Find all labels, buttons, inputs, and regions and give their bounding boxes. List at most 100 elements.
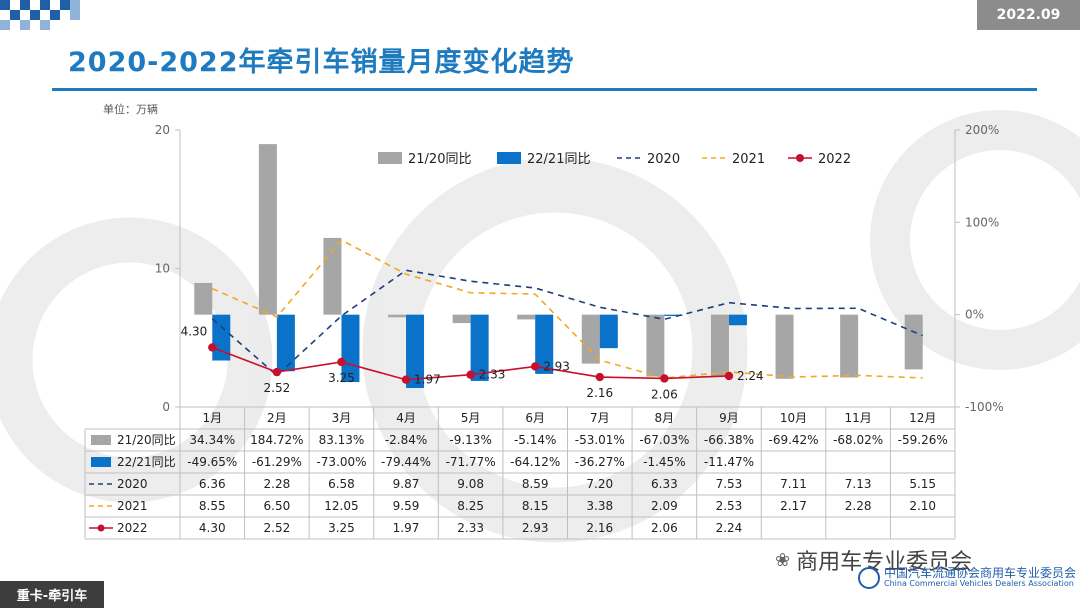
legend-label-2021: 2021: [732, 152, 765, 167]
table-cell-value: 7.13: [845, 477, 872, 491]
table-cell-value: 3.38: [586, 499, 613, 513]
bar-yoy-2120: [840, 314, 859, 378]
table-month-label: 11月: [844, 411, 871, 425]
bar-yoy-2120: [323, 237, 342, 315]
date-badge: 2022.09: [977, 0, 1080, 30]
marker-2022: [337, 357, 346, 367]
data-label-2022: 2.33: [479, 368, 506, 382]
table-cell-value: 2.24: [716, 521, 743, 535]
table-series-label: 2021: [117, 499, 148, 513]
table-cell-value: 2.10: [909, 499, 936, 513]
table-cell-value: -79.44%: [381, 455, 431, 469]
table-cell-value: 2.06: [651, 521, 678, 535]
data-label-2022: 2.16: [586, 386, 613, 400]
table-cell-value: -36.27%: [575, 455, 625, 469]
table-month-label: 9月: [719, 411, 739, 425]
sales-trend-chart: 4.30 2.52 3.25 1.97 2.33 2.93 2.16 2.06 2.24 0 10…: [0, 110, 1080, 543]
marker-2022: [466, 370, 475, 379]
table-cell-value: -71.77%: [446, 455, 496, 469]
table-cell-value: 4.30: [199, 521, 226, 535]
line-2020: [211, 269, 924, 377]
line-2021: [211, 239, 923, 379]
data-label-2022: 4.30: [181, 324, 208, 338]
table-month-label: 1月: [202, 411, 222, 425]
wechat-account-name: 商用车专业委员会: [796, 550, 973, 575]
table-cell-value: -66.38%: [704, 433, 754, 447]
table-cell-value: -59.26%: [898, 433, 948, 447]
table-cell-value: 2.52: [264, 521, 291, 535]
table-cell-value: 2.53: [716, 499, 743, 513]
left-tick-label: 0: [162, 400, 170, 414]
table-cell-value: 6.33: [651, 477, 678, 491]
table-cell-value: 2.09: [651, 499, 678, 513]
table-cell-value: 9.08: [457, 477, 484, 491]
table-cell-value: 12.05: [324, 499, 358, 513]
corner-checker-decoration: [0, 0, 80, 30]
table-cell-value: -61.29%: [252, 455, 302, 469]
table-cell-value: -49.65%: [187, 455, 237, 469]
data-label-2022: 1.97: [414, 373, 441, 387]
table-cell-value: 2.93: [522, 521, 549, 535]
table-cell-value: -1.45%: [643, 455, 685, 469]
table-month-label: 3月: [332, 411, 352, 425]
data-label-2022: 2.06: [651, 387, 678, 401]
table-cell-value: 9.59: [393, 499, 420, 513]
table-cell-value: 2.33: [457, 521, 484, 535]
table-month-label: 4月: [396, 411, 416, 425]
right-tick-label: 0%: [965, 308, 984, 322]
table-cell-value: 3.25: [328, 521, 355, 535]
table-cell-value: -9.13%: [449, 433, 491, 447]
marker-2022: [208, 343, 217, 352]
bar-yoy-2221: [406, 314, 425, 389]
bar-yoy-2120: [452, 314, 471, 324]
table-month-label: 5月: [461, 411, 481, 425]
table-cell-value: 2.17: [780, 499, 807, 513]
marker-2022: [531, 362, 540, 371]
legend-label-yoy-2221: 22/21同比: [527, 152, 590, 167]
association-name-en: China Commercial Vehicles Dealers Associ…: [884, 579, 1074, 589]
table-series-label: 2020: [117, 477, 148, 491]
marker-2022: [724, 371, 734, 381]
table-cell-value: 7.20: [586, 477, 613, 491]
marker-2022: [660, 374, 669, 383]
table-cell-value: 8.25: [457, 499, 484, 513]
table-cell-value: 6.58: [328, 477, 355, 491]
table-cell-value: 2.16: [586, 521, 613, 535]
right-tick-label: -100%: [965, 400, 1004, 414]
association-logo-icon: [858, 567, 880, 589]
bar-yoy-2120: [904, 314, 923, 370]
title-underline: [52, 88, 1037, 91]
association-logo-block: 中国汽车流通协会商用车专业委员会 China Commercial Vehicl…: [858, 566, 1076, 589]
marker-2022: [272, 367, 282, 377]
bar-yoy-2120: [517, 314, 536, 320]
table-cell-value: 7.11: [780, 477, 807, 491]
data-label-2022: 2.24: [737, 369, 764, 383]
bar-yoy-2120: [388, 314, 407, 318]
bar-yoy-2221: [599, 314, 618, 349]
marker-2022: [401, 375, 411, 384]
table-month-label: 7月: [590, 411, 610, 425]
marker-2022: [595, 372, 604, 382]
table-cell-value: 5.15: [909, 477, 936, 491]
right-tick-label: 100%: [965, 215, 999, 229]
table-cell-value: 7.53: [716, 477, 743, 491]
table-month-label: 2月: [267, 411, 287, 425]
table-cell-value: -69.42%: [768, 433, 818, 447]
table-cell-value: -68.02%: [833, 433, 883, 447]
category-tag: 重卡-牵引车: [0, 581, 104, 608]
table-series-label: 22/21同比: [117, 455, 176, 469]
bar-yoy-2221: [470, 314, 489, 381]
table-cell-value: -11.47%: [704, 455, 754, 469]
table-legend-swatch: [91, 457, 111, 467]
table-cell-value: 1.97: [393, 521, 420, 535]
unit-label: 单位：万辆: [103, 103, 158, 116]
data-label-2022: 3.25: [328, 371, 355, 385]
data-label-2022: 2.93: [543, 359, 570, 373]
legend-label-2020: 2020: [647, 152, 680, 167]
legend-marker-2022: [796, 154, 804, 162]
left-tick-label: 10: [155, 262, 170, 276]
bar-yoy-2221: [535, 314, 554, 374]
table-month-label: 8月: [655, 411, 675, 425]
table-cell-value: 8.15: [522, 499, 549, 513]
table-cell-value: -73.00%: [316, 455, 366, 469]
